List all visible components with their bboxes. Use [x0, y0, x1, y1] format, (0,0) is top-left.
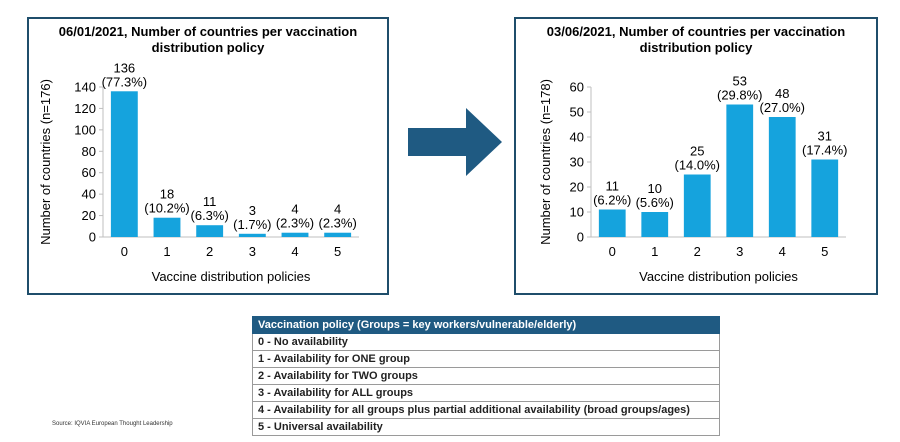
x-tick-label: 3 — [736, 244, 743, 259]
y-tick-label: 10 — [570, 205, 584, 220]
bar — [641, 212, 669, 237]
chart-title-left: 06/01/2021, Number of countries per vacc… — [58, 24, 358, 55]
data-label-percent: (2.3%) — [276, 216, 314, 231]
y-tick-label: 120 — [74, 101, 96, 116]
y-axis-title: Number of countries (n=176) — [38, 79, 53, 245]
bar — [196, 225, 224, 237]
x-tick-label: 2 — [694, 244, 701, 259]
x-axis-title: Vaccine distribution policies — [639, 269, 798, 284]
y-tick-label: 50 — [570, 105, 584, 120]
data-label-value: 53 — [733, 74, 747, 89]
bar — [281, 232, 309, 237]
data-label-percent: (14.0%) — [674, 158, 720, 173]
x-axis-title: Vaccine distribution policies — [152, 269, 311, 284]
y-tick-label: 40 — [82, 187, 96, 202]
data-label-percent: (27.0%) — [759, 100, 805, 115]
data-label-value: 3 — [249, 203, 256, 218]
chart-panel-left: 06/01/2021, Number of countries per vacc… — [27, 17, 389, 295]
data-label-value: 48 — [775, 86, 789, 101]
data-label-value: 4 — [291, 202, 298, 217]
chart-title-right: 03/06/2021, Number of countries per vacc… — [546, 24, 846, 55]
data-label-percent: (6.3%) — [191, 208, 229, 223]
bar — [768, 117, 796, 237]
data-label-percent: (5.6%) — [636, 195, 674, 210]
y-tick-label: 60 — [82, 165, 96, 180]
x-tick-label: 4 — [291, 244, 298, 259]
y-tick-label: 80 — [82, 144, 96, 159]
x-tick-label: 5 — [334, 244, 341, 259]
data-label-percent: (2.3%) — [319, 216, 357, 231]
y-tick-label: 0 — [577, 230, 584, 245]
bar — [153, 217, 181, 237]
chart-panel-right: 03/06/2021, Number of countries per vacc… — [514, 17, 878, 295]
data-label-percent: (6.2%) — [593, 193, 631, 208]
data-label-value: 136 — [113, 60, 135, 75]
legend-row: 3 - Availability for ALL groups — [252, 384, 720, 402]
legend-row: 1 - Availability for ONE group — [252, 350, 720, 368]
y-tick-label: 40 — [570, 130, 584, 145]
x-tick-label: 0 — [121, 244, 128, 259]
bar-chart-right: 010203040506011(6.2%)010(5.6%)125(14.0%)… — [538, 74, 848, 285]
legend-row: 5 - Universal availability — [252, 418, 720, 436]
right-arrow-icon — [408, 108, 502, 176]
legend-row: 4 - Availability for all groups plus par… — [252, 401, 720, 419]
x-tick-label: 5 — [821, 244, 828, 259]
x-tick-label: 1 — [163, 244, 170, 259]
data-label-percent: (17.4%) — [802, 143, 848, 158]
data-label-percent: (29.8%) — [717, 88, 763, 103]
bar — [598, 209, 626, 237]
data-label-percent: (77.3%) — [102, 74, 148, 89]
y-tick-label: 140 — [74, 80, 96, 95]
bar-chart-left: 020406080100120140136(77.3%)018(10.2%)11… — [38, 60, 359, 284]
source-note: Source: IQVIA European Thought Leadershi… — [52, 421, 173, 427]
bar — [726, 104, 754, 237]
bar — [683, 174, 711, 237]
y-tick-label: 100 — [74, 122, 96, 137]
y-axis-title: Number of countries (n=178) — [538, 79, 553, 245]
data-label-value: 11 — [606, 179, 620, 194]
legend-row: 2 - Availability for TWO groups — [252, 367, 720, 385]
data-label-value: 18 — [160, 187, 174, 202]
x-tick-label: 0 — [609, 244, 616, 259]
legend-row: 0 - No availability — [252, 333, 720, 351]
y-tick-label: 20 — [82, 208, 96, 223]
data-label-value: 4 — [334, 202, 341, 217]
data-label-value: 31 — [818, 129, 832, 144]
data-label-value: 10 — [648, 181, 662, 196]
x-tick-label: 1 — [651, 244, 658, 259]
y-tick-label: 20 — [570, 180, 584, 195]
bar — [238, 233, 266, 237]
x-tick-label: 3 — [249, 244, 256, 259]
x-tick-label: 2 — [206, 244, 213, 259]
bar — [110, 91, 138, 238]
y-tick-label: 60 — [570, 80, 584, 95]
data-label-value: 25 — [690, 144, 704, 159]
policy-legend-table: Vaccination policy (Groups = key workers… — [252, 316, 720, 436]
bar — [811, 159, 839, 237]
y-tick-label: 0 — [89, 230, 96, 245]
data-label-percent: (10.2%) — [144, 201, 190, 216]
y-tick-label: 30 — [570, 155, 584, 170]
x-tick-label: 4 — [779, 244, 786, 259]
data-label-value: 11 — [203, 194, 217, 209]
data-label-percent: (1.7%) — [233, 217, 271, 232]
legend-table-header: Vaccination policy (Groups = key workers… — [252, 316, 720, 334]
bar — [324, 232, 352, 237]
